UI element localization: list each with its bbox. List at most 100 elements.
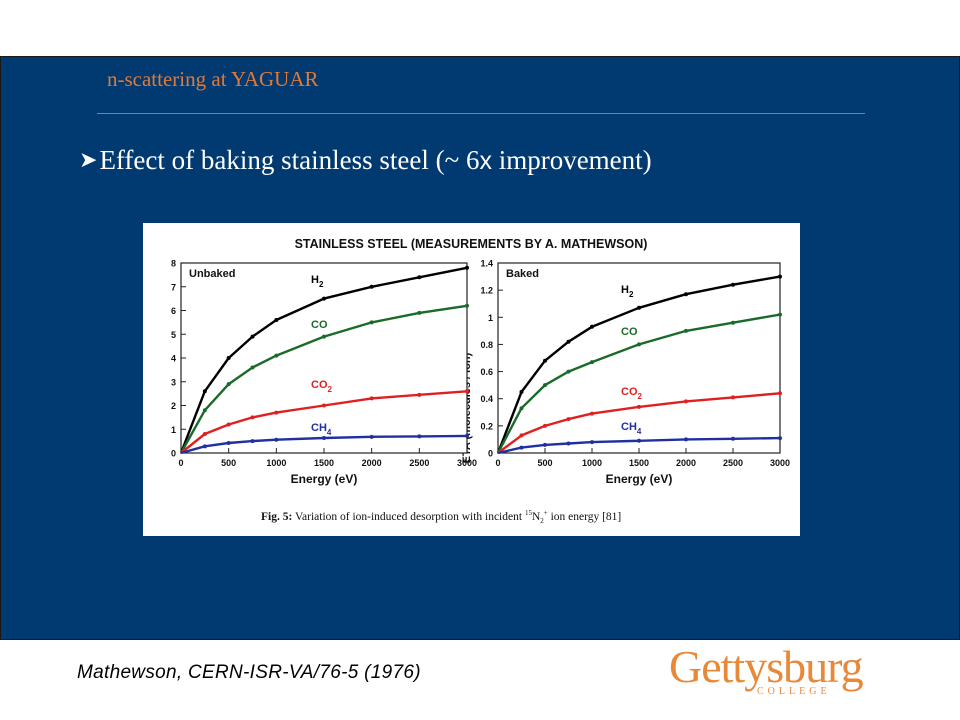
title-divider	[97, 113, 865, 114]
data-point-co2	[566, 417, 571, 422]
y-tick-label: 2	[171, 401, 176, 411]
caption-end: ion energy [81]	[548, 511, 622, 523]
data-point-co2	[684, 399, 688, 404]
data-point-co	[322, 334, 326, 339]
logo-wordmark: Gettysburg	[669, 641, 864, 692]
data-point-co2	[274, 410, 279, 415]
caption-subscript: 2	[540, 517, 544, 525]
x-tick-label: 3000	[770, 458, 790, 468]
panel-label: Baked	[506, 268, 539, 280]
data-point-co	[202, 408, 207, 413]
caption-superscript: +	[544, 509, 548, 517]
data-point-co	[519, 406, 524, 411]
y-tick-label: 1	[488, 313, 493, 323]
bullet-text-start: Effect of baking stainless steel (~ 6	[99, 145, 480, 175]
data-point-co	[590, 360, 594, 365]
slide-title: n-scattering at YAGUAR	[107, 67, 319, 91]
data-point-h2	[684, 292, 688, 297]
y-tick-label: 1.4	[480, 259, 493, 269]
series-label-h2: H2	[621, 284, 634, 299]
data-point-h2	[543, 358, 547, 363]
series-label-h2: H2	[311, 274, 324, 289]
data-point-ch4	[684, 437, 688, 442]
y-tick-label: 0.2	[480, 421, 493, 431]
series-label-co2: CO2	[311, 379, 333, 394]
data-point-co	[778, 312, 782, 317]
data-point-ch4	[250, 439, 255, 444]
data-point-co2	[519, 433, 524, 438]
x-tick-label: 500	[221, 458, 236, 468]
data-point-co2	[226, 422, 231, 427]
data-point-ch4	[543, 442, 547, 447]
data-point-h2	[590, 324, 594, 329]
data-point-ch4	[637, 438, 641, 443]
data-point-co2	[465, 389, 469, 394]
x-tick-label: 1500	[629, 458, 649, 468]
y-tick-label: 3	[171, 377, 176, 387]
figure-title: STAINLESS STEEL (MEASUREMENTS BY A. MATH…	[295, 237, 648, 251]
x-tick-label: 0	[178, 458, 183, 468]
data-point-h2	[465, 265, 469, 270]
caption-species: N	[532, 511, 541, 523]
data-point-co	[731, 320, 735, 325]
x-tick-label: 2000	[362, 458, 382, 468]
bullet-arrow-icon: ➤	[79, 147, 98, 172]
data-point-ch4	[322, 436, 326, 441]
data-point-co	[566, 369, 571, 374]
data-point-h2	[637, 305, 641, 310]
data-point-co	[274, 353, 279, 358]
data-point-h2	[778, 274, 782, 279]
data-point-h2	[417, 275, 422, 280]
data-point-co2	[417, 392, 422, 397]
series-label-co: CO	[311, 319, 328, 331]
data-point-ch4	[778, 436, 782, 441]
y-tick-label: 1	[171, 425, 176, 435]
y-tick-label: 6	[171, 306, 176, 316]
x-axis-label: Energy (eV)	[291, 472, 358, 486]
y-tick-label: 7	[171, 282, 176, 292]
x-tick-label: 1000	[582, 458, 602, 468]
data-point-co2	[322, 403, 326, 408]
data-point-h2	[202, 389, 207, 394]
x-tick-label: 2500	[409, 458, 429, 468]
figure-caption: Fig. 5: Variation of ion-induced desorpt…	[261, 509, 621, 525]
data-point-ch4	[274, 437, 279, 442]
data-point-h2	[369, 284, 374, 289]
bullet-text-end: improvement)	[491, 145, 652, 175]
caption-isotope: 15	[525, 509, 533, 517]
data-point-co2	[731, 395, 735, 400]
x-tick-label: 0	[495, 458, 500, 468]
y-tick-label: 0	[488, 449, 493, 459]
logo-subtitle: COLLEGE	[757, 686, 831, 697]
figure-chart: STAINLESS STEEL (MEASUREMENTS BY A. MATH…	[171, 237, 790, 525]
data-point-co	[226, 382, 231, 387]
data-point-ch4	[519, 445, 524, 450]
data-point-h2	[226, 356, 231, 360]
bullet-point: ➤Effect of baking stainless steel (~ 6x …	[79, 145, 652, 176]
data-point-co2	[590, 411, 594, 416]
series-label-co2: CO2	[621, 386, 643, 401]
bullet-text-x: x	[479, 147, 492, 175]
caption-text: Variation of ion-induced desorption with…	[292, 511, 525, 523]
data-point-co2	[543, 423, 547, 428]
data-point-ch4	[417, 434, 422, 439]
data-point-h2	[566, 339, 571, 344]
y-tick-label: 0	[171, 449, 176, 459]
y-tick-label: 0.4	[480, 394, 493, 404]
data-point-ch4	[202, 444, 207, 449]
data-point-ch4	[731, 436, 735, 441]
x-tick-label: 1500	[314, 458, 334, 468]
data-point-h2	[250, 334, 255, 339]
y-tick-label: 0.8	[480, 340, 493, 350]
data-point-co	[250, 365, 255, 370]
baked-panel: 0 0.2 0.4 0.6 0.8 1 1.2 1.4 0 500 1000 1500 2000 2500…	[480, 259, 790, 487]
series-label-ch4: CH4	[621, 421, 642, 436]
data-point-ch4	[226, 441, 231, 446]
data-point-co	[417, 310, 422, 315]
x-tick-label: 1000	[266, 458, 286, 468]
data-point-co	[465, 303, 469, 308]
x-tick-label: 2000	[676, 458, 696, 468]
data-point-h2	[731, 282, 735, 287]
data-point-ch4	[465, 433, 469, 438]
data-point-co	[543, 383, 547, 388]
